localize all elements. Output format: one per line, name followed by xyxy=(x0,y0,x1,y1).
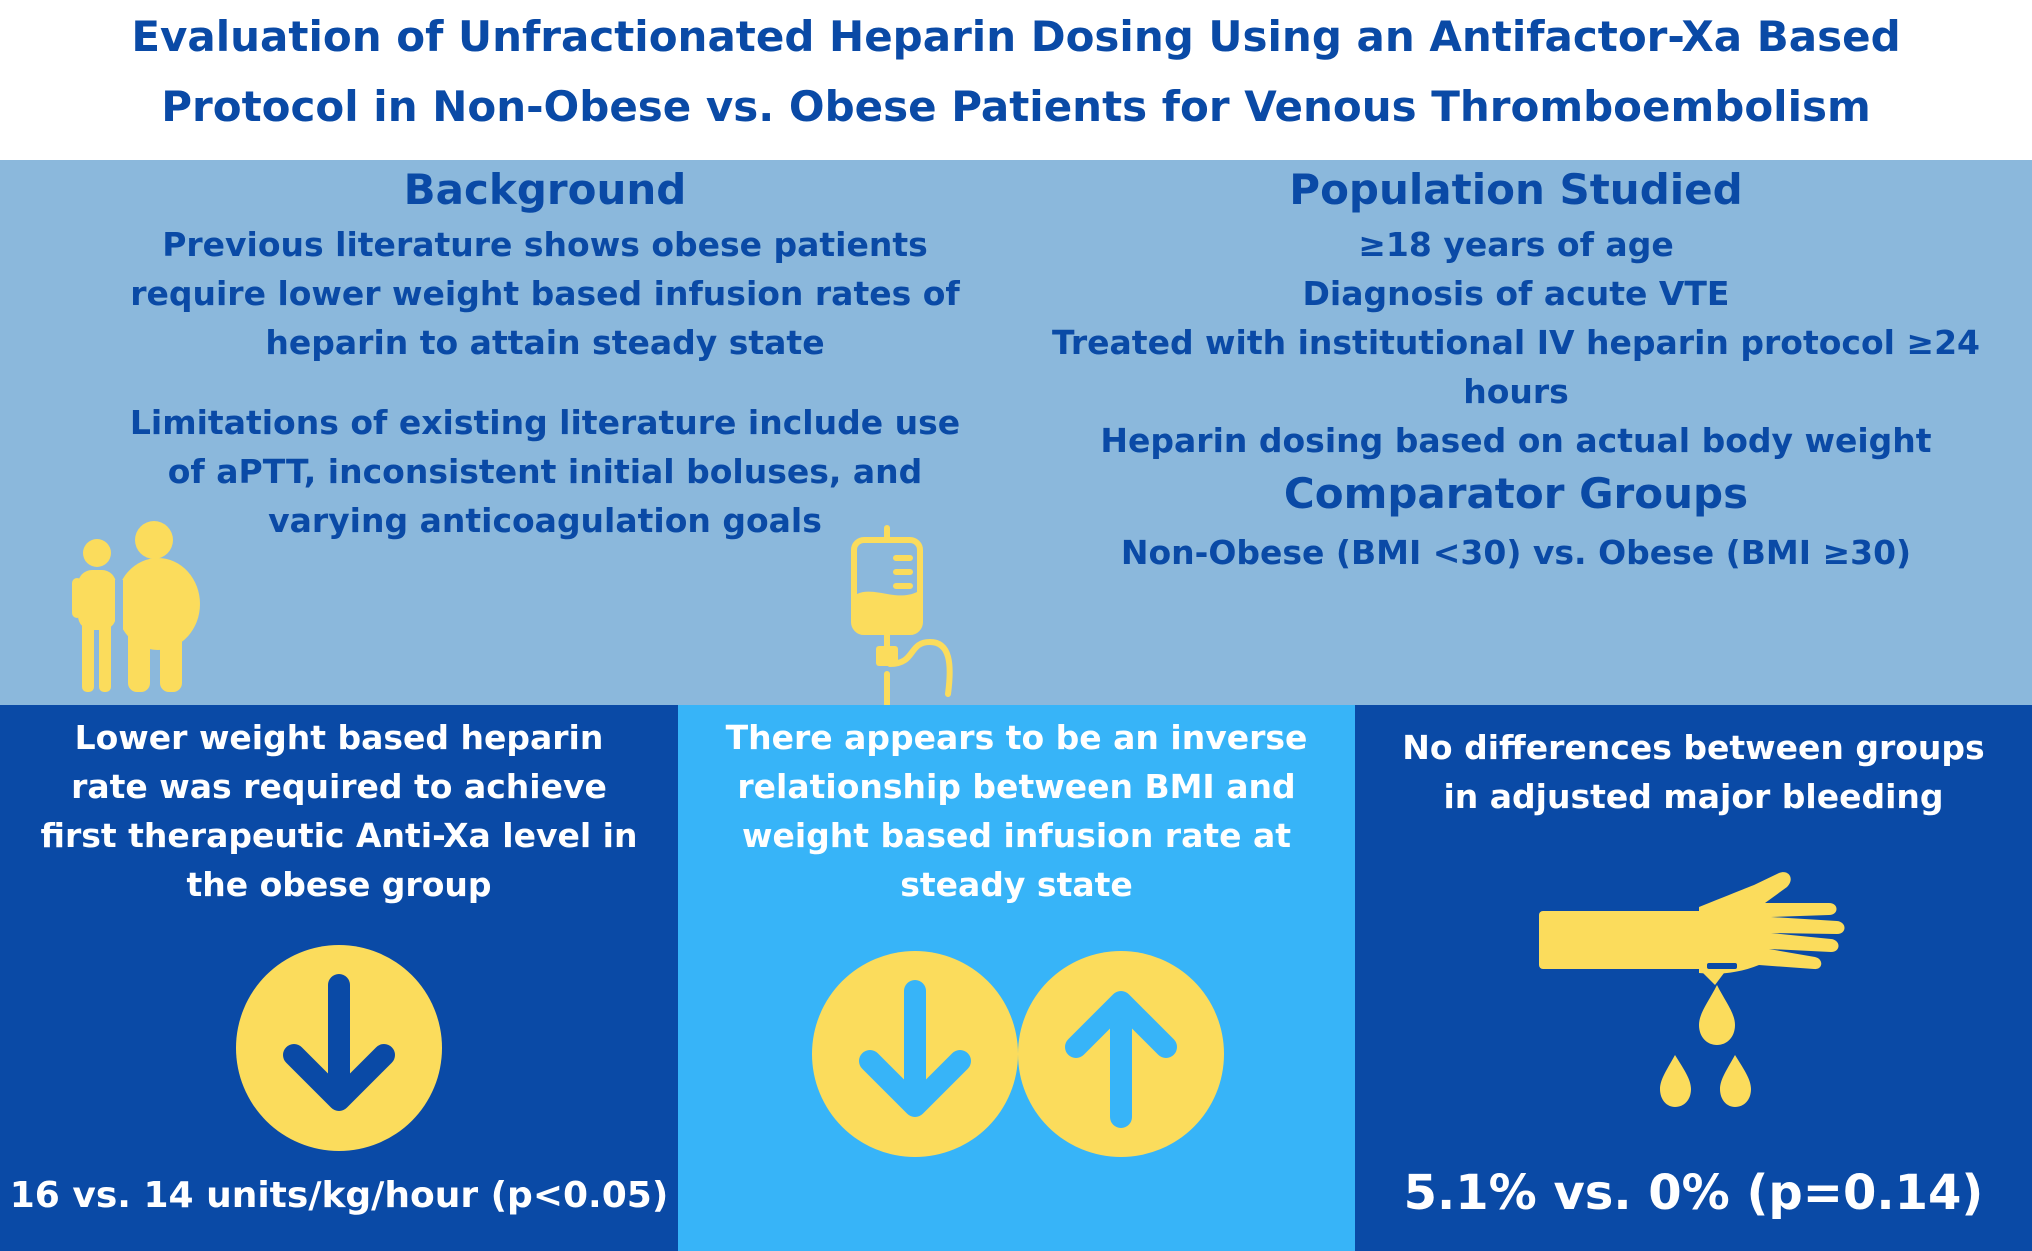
background-paragraph-1: Previous literature shows obese patients… xyxy=(130,225,960,362)
finding-box-1: Lower weight based heparin rate was requ… xyxy=(0,705,678,1251)
arrow-down-circle-icon xyxy=(236,945,442,1151)
list-item: Heparin dosing based on actual body weig… xyxy=(1100,421,1932,460)
comparator-heading: Comparator Groups xyxy=(1283,469,1749,518)
title-line-1: Evaluation of Unfractionated Heparin Dos… xyxy=(131,12,1901,61)
bleeding-hand-icon xyxy=(1539,867,1859,1117)
arrow-down-icon xyxy=(812,951,1018,1157)
comparator-text: Non-Obese (BMI <30) vs. Obese (BMI ≥30) xyxy=(1120,533,1912,572)
finding-3-result: 5.1% vs. 0% (p=0.14) xyxy=(1403,1165,1984,1221)
title-line-2: Protocol in Non-Obese vs. Obese Patients… xyxy=(161,82,1871,131)
finding-box-3: No differences between groups in adjuste… xyxy=(1355,705,2032,1251)
top-panel xyxy=(0,160,2032,705)
list-item: Treated with institutional IV heparin pr… xyxy=(1051,323,1980,411)
iv-bag-icon xyxy=(846,524,966,708)
list-item: ≥18 years of age xyxy=(1358,225,1674,264)
background-paragraph-2: Limitations of existing literature inclu… xyxy=(129,403,961,540)
population-list: ≥18 years of age Diagnosis of acute VTE … xyxy=(1000,220,2032,465)
background-heading: Background xyxy=(403,165,687,214)
finding-3-text: No differences between groups in adjuste… xyxy=(1402,728,1985,816)
background-section: Background Previous literature shows obe… xyxy=(0,160,1090,705)
arrow-down-up-circles-icon xyxy=(812,951,1224,1157)
header: Evaluation of Unfractionated Heparin Dos… xyxy=(0,0,2032,160)
arrow-up-icon xyxy=(1018,951,1224,1157)
population-section: Population Studied ≥18 years of age Diag… xyxy=(1000,160,2032,705)
finding-box-2: There appears to be an inverse relations… xyxy=(678,705,1355,1251)
page-title: Evaluation of Unfractionated Heparin Dos… xyxy=(0,0,2032,142)
people-icon xyxy=(68,518,208,693)
finding-1-result: 16 vs. 14 units/kg/hour (p<0.05) xyxy=(9,1175,669,1216)
finding-2-text: There appears to be an inverse relations… xyxy=(725,718,1308,904)
list-item: Diagnosis of acute VTE xyxy=(1302,274,1730,313)
finding-1-text: Lower weight based heparin rate was requ… xyxy=(40,718,638,904)
population-heading: Population Studied xyxy=(1289,165,1743,214)
